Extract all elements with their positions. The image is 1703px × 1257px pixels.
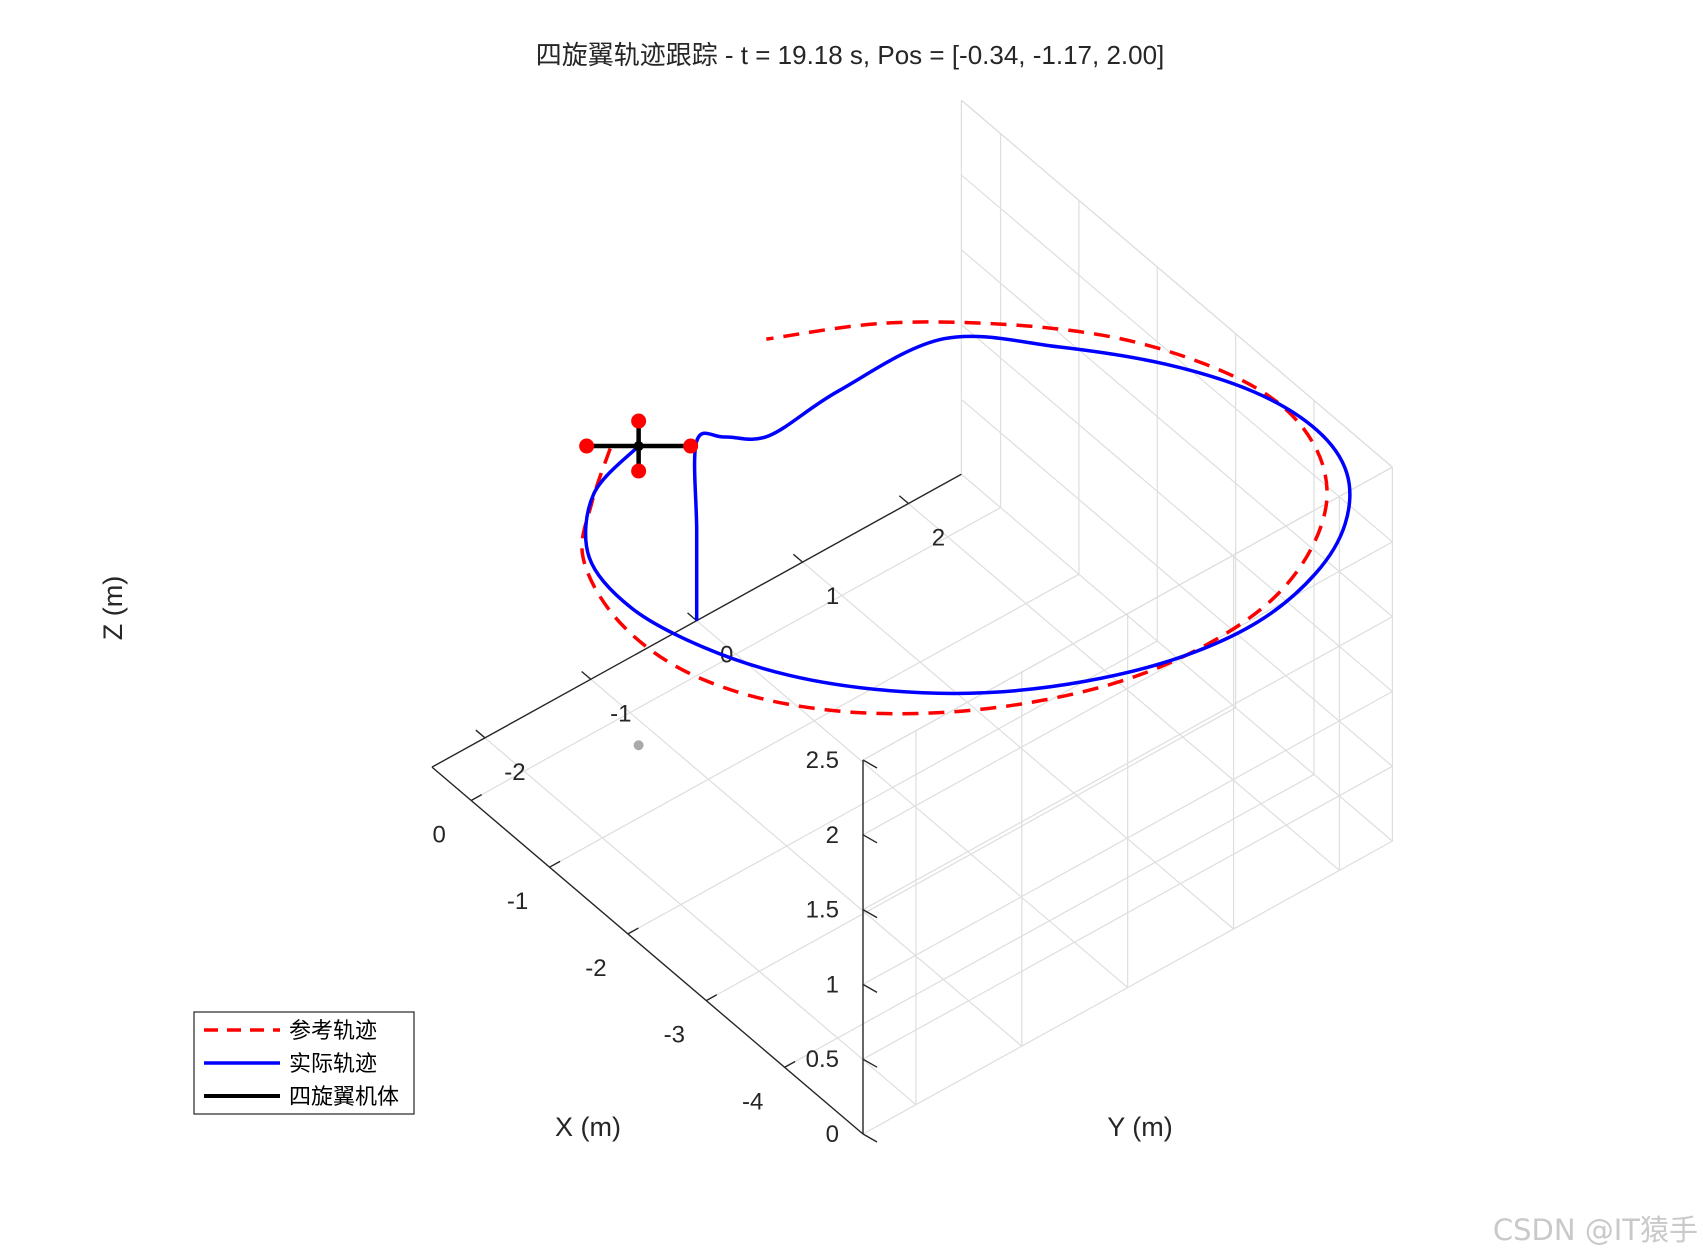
legend-label-body: 四旋翼机体 bbox=[289, 1085, 399, 1110]
x-tick-label: -2 bbox=[585, 955, 606, 982]
z-tick-mark bbox=[862, 1058, 878, 1068]
grid-floor-y bbox=[802, 561, 1234, 930]
grid-wall-xz-horizontal bbox=[960, 398, 1393, 767]
grid-floor-y bbox=[908, 503, 1340, 871]
x-tick-mark bbox=[627, 927, 639, 935]
pane-top-edge-xz bbox=[960, 99, 1393, 468]
grid-floor-y bbox=[484, 737, 917, 1106]
grid-wall-xz-horizontal bbox=[960, 174, 1393, 543]
watermark: CSDN @IT猿手 bbox=[1493, 1213, 1698, 1247]
grid-wall-xz-horizontal bbox=[960, 324, 1393, 692]
grid-wall-yz-horizontal bbox=[862, 690, 1393, 985]
rotor-marker bbox=[683, 438, 699, 454]
x-tick-label: -4 bbox=[742, 1088, 763, 1115]
x-tick-mark bbox=[784, 1060, 796, 1068]
z-tick-label: 1 bbox=[826, 971, 839, 998]
grid-wall-yz-horizontal bbox=[862, 840, 1393, 1135]
y-axis-label: Y (m) bbox=[1107, 1112, 1173, 1142]
legend-label-actual: 实际轨迹 bbox=[289, 1052, 377, 1077]
x-tick-mark bbox=[549, 860, 561, 868]
reference-trajectory-line bbox=[580, 320, 1329, 716]
z-axis-label: Z (m) bbox=[98, 576, 128, 640]
legend: 参考轨迹 实际轨迹 四旋翼机体 bbox=[193, 1011, 415, 1115]
z-tick-mark bbox=[862, 983, 878, 994]
y-tick-mark bbox=[475, 729, 486, 739]
x-tick-label: 0 bbox=[432, 821, 445, 848]
grid-wall-yz-horizontal bbox=[862, 616, 1393, 911]
grid-floor-y bbox=[590, 678, 1023, 1047]
legend-label-reference: 参考轨迹 bbox=[289, 1019, 377, 1044]
grid-wall-yz-horizontal bbox=[862, 541, 1393, 836]
z-tick-label: 2 bbox=[826, 822, 839, 849]
x-axis-label: X (m) bbox=[555, 1112, 621, 1142]
pane-top-edge-yz bbox=[862, 466, 1393, 761]
z-tick-label: 0.5 bbox=[806, 1046, 839, 1073]
rotor-marker bbox=[631, 413, 647, 429]
y-tick-mark bbox=[581, 670, 592, 680]
y-tick-mark bbox=[792, 553, 804, 563]
z-tick-label: 2.5 bbox=[806, 747, 839, 774]
y-tick-label: -1 bbox=[610, 700, 631, 727]
data-series bbox=[579, 320, 1352, 751]
y-tick-mark bbox=[898, 495, 909, 505]
z-tick-label: 0 bbox=[826, 1121, 839, 1148]
x-tick-label: -3 bbox=[664, 1022, 685, 1049]
chart-title: 四旋翼轨迹跟踪 - t = 19.18 s, Pos = [-0.34, -1.… bbox=[536, 40, 1165, 70]
y-tick-label: -2 bbox=[504, 759, 525, 786]
y-tick-label: 2 bbox=[932, 525, 945, 552]
grid-wall-xz-horizontal bbox=[960, 249, 1393, 618]
y-tick-label: 1 bbox=[826, 583, 839, 610]
quadrotor-center bbox=[633, 441, 644, 452]
actual-trajectory-line bbox=[583, 334, 1352, 696]
grid-wall-yz-horizontal bbox=[862, 765, 1393, 1060]
z-tick-label: 1.5 bbox=[806, 897, 839, 924]
ground-shadow-marker bbox=[633, 740, 644, 751]
x-tick-mark bbox=[470, 794, 483, 802]
x-tick-label: -1 bbox=[507, 888, 528, 915]
z-tick-mark bbox=[862, 759, 878, 769]
z-tick-mark bbox=[862, 1133, 878, 1143]
z-tick-mark bbox=[862, 908, 878, 919]
rotor-marker bbox=[579, 438, 595, 454]
x-axis-line bbox=[431, 766, 864, 1135]
z-tick-mark bbox=[862, 834, 878, 844]
grid-floor-y bbox=[696, 620, 1129, 989]
rotor-marker bbox=[631, 463, 647, 479]
grid-lines bbox=[470, 99, 1393, 1135]
x-tick-mark bbox=[705, 994, 718, 1002]
